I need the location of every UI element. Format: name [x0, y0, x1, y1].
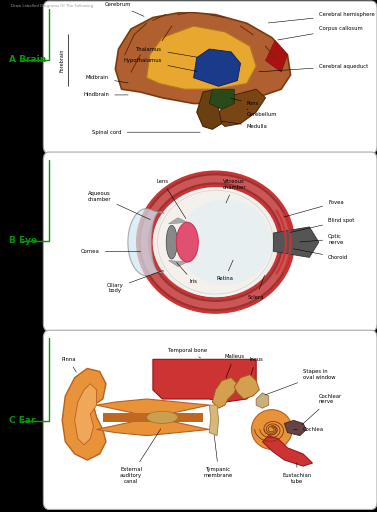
- Text: Cochlea: Cochlea: [293, 427, 324, 432]
- Polygon shape: [194, 49, 241, 87]
- Text: Temporal bone: Temporal bone: [168, 348, 207, 358]
- Ellipse shape: [144, 178, 287, 306]
- Circle shape: [251, 410, 292, 450]
- Text: Pinna: Pinna: [61, 357, 77, 372]
- Text: External
auditory
canal: External auditory canal: [120, 429, 161, 483]
- Text: Incus: Incus: [249, 357, 263, 375]
- Polygon shape: [62, 369, 106, 460]
- Ellipse shape: [178, 200, 272, 285]
- Text: Cerebrum: Cerebrum: [104, 2, 144, 16]
- Polygon shape: [75, 383, 97, 445]
- Text: Pons: Pons: [231, 98, 259, 106]
- Polygon shape: [234, 375, 259, 399]
- Text: Malleus: Malleus: [224, 354, 244, 378]
- Polygon shape: [153, 359, 256, 402]
- Text: Iris: Iris: [177, 263, 198, 284]
- Text: Tympanic
membrane: Tympanic membrane: [204, 435, 233, 478]
- Text: Sclera: Sclera: [248, 275, 265, 300]
- FancyBboxPatch shape: [43, 1, 377, 154]
- Polygon shape: [209, 89, 234, 109]
- Text: Midbrain: Midbrain: [86, 75, 128, 83]
- Polygon shape: [103, 413, 203, 422]
- Text: Medulla: Medulla: [221, 121, 268, 129]
- Text: Stapes in
oval window: Stapes in oval window: [265, 369, 336, 395]
- Text: Corpus callosum: Corpus callosum: [278, 27, 363, 40]
- Polygon shape: [147, 26, 256, 89]
- Text: Choroid: Choroid: [293, 249, 348, 260]
- Ellipse shape: [158, 190, 273, 294]
- Polygon shape: [169, 218, 187, 224]
- Polygon shape: [197, 89, 222, 130]
- Text: C Ear: C Ear: [9, 416, 36, 425]
- Ellipse shape: [156, 187, 275, 297]
- Text: Aqueous
chamber: Aqueous chamber: [88, 191, 150, 220]
- Text: Forebrain: Forebrain: [60, 49, 65, 72]
- Polygon shape: [128, 208, 164, 276]
- Text: Fovea: Fovea: [284, 200, 344, 217]
- Ellipse shape: [176, 222, 198, 262]
- Ellipse shape: [166, 225, 177, 259]
- Text: Hindbrain: Hindbrain: [83, 93, 128, 97]
- Text: A Brain: A Brain: [9, 55, 47, 65]
- Text: Cerebellum: Cerebellum: [247, 109, 277, 117]
- Text: Retina: Retina: [216, 260, 233, 281]
- Text: Cornea: Cornea: [81, 249, 141, 254]
- Text: Vitreous
chamber: Vitreous chamber: [222, 179, 246, 203]
- Polygon shape: [97, 399, 209, 436]
- Text: Lens: Lens: [156, 179, 186, 219]
- Text: Draw Labelled Diagrams Of The Following: Draw Labelled Diagrams Of The Following: [11, 4, 93, 8]
- Text: Cochlear
nerve: Cochlear nerve: [302, 394, 342, 424]
- Text: Ciliary
body: Ciliary body: [107, 271, 163, 293]
- Text: Spinal cord: Spinal cord: [92, 130, 200, 135]
- Text: Optic
nerve: Optic nerve: [300, 233, 343, 245]
- Polygon shape: [265, 40, 287, 72]
- Polygon shape: [209, 405, 219, 436]
- Text: Hypothalamus: Hypothalamus: [124, 58, 197, 72]
- Ellipse shape: [147, 411, 178, 423]
- Polygon shape: [212, 378, 238, 408]
- FancyBboxPatch shape: [43, 330, 377, 509]
- Polygon shape: [216, 89, 265, 126]
- Text: Thalamus: Thalamus: [136, 47, 197, 57]
- Text: Cerebral hemisphere: Cerebral hemisphere: [268, 12, 374, 23]
- Text: B Eye: B Eye: [9, 236, 38, 245]
- Polygon shape: [284, 420, 306, 436]
- Text: Blind spot: Blind spot: [290, 218, 354, 232]
- Polygon shape: [115, 12, 291, 103]
- Polygon shape: [262, 436, 313, 466]
- Polygon shape: [169, 261, 187, 267]
- Polygon shape: [256, 393, 269, 408]
- FancyBboxPatch shape: [43, 152, 377, 331]
- Text: Cerebral aqueduct: Cerebral aqueduct: [259, 64, 368, 72]
- Text: Eustachian
tube: Eustachian tube: [282, 463, 311, 484]
- Polygon shape: [273, 227, 319, 258]
